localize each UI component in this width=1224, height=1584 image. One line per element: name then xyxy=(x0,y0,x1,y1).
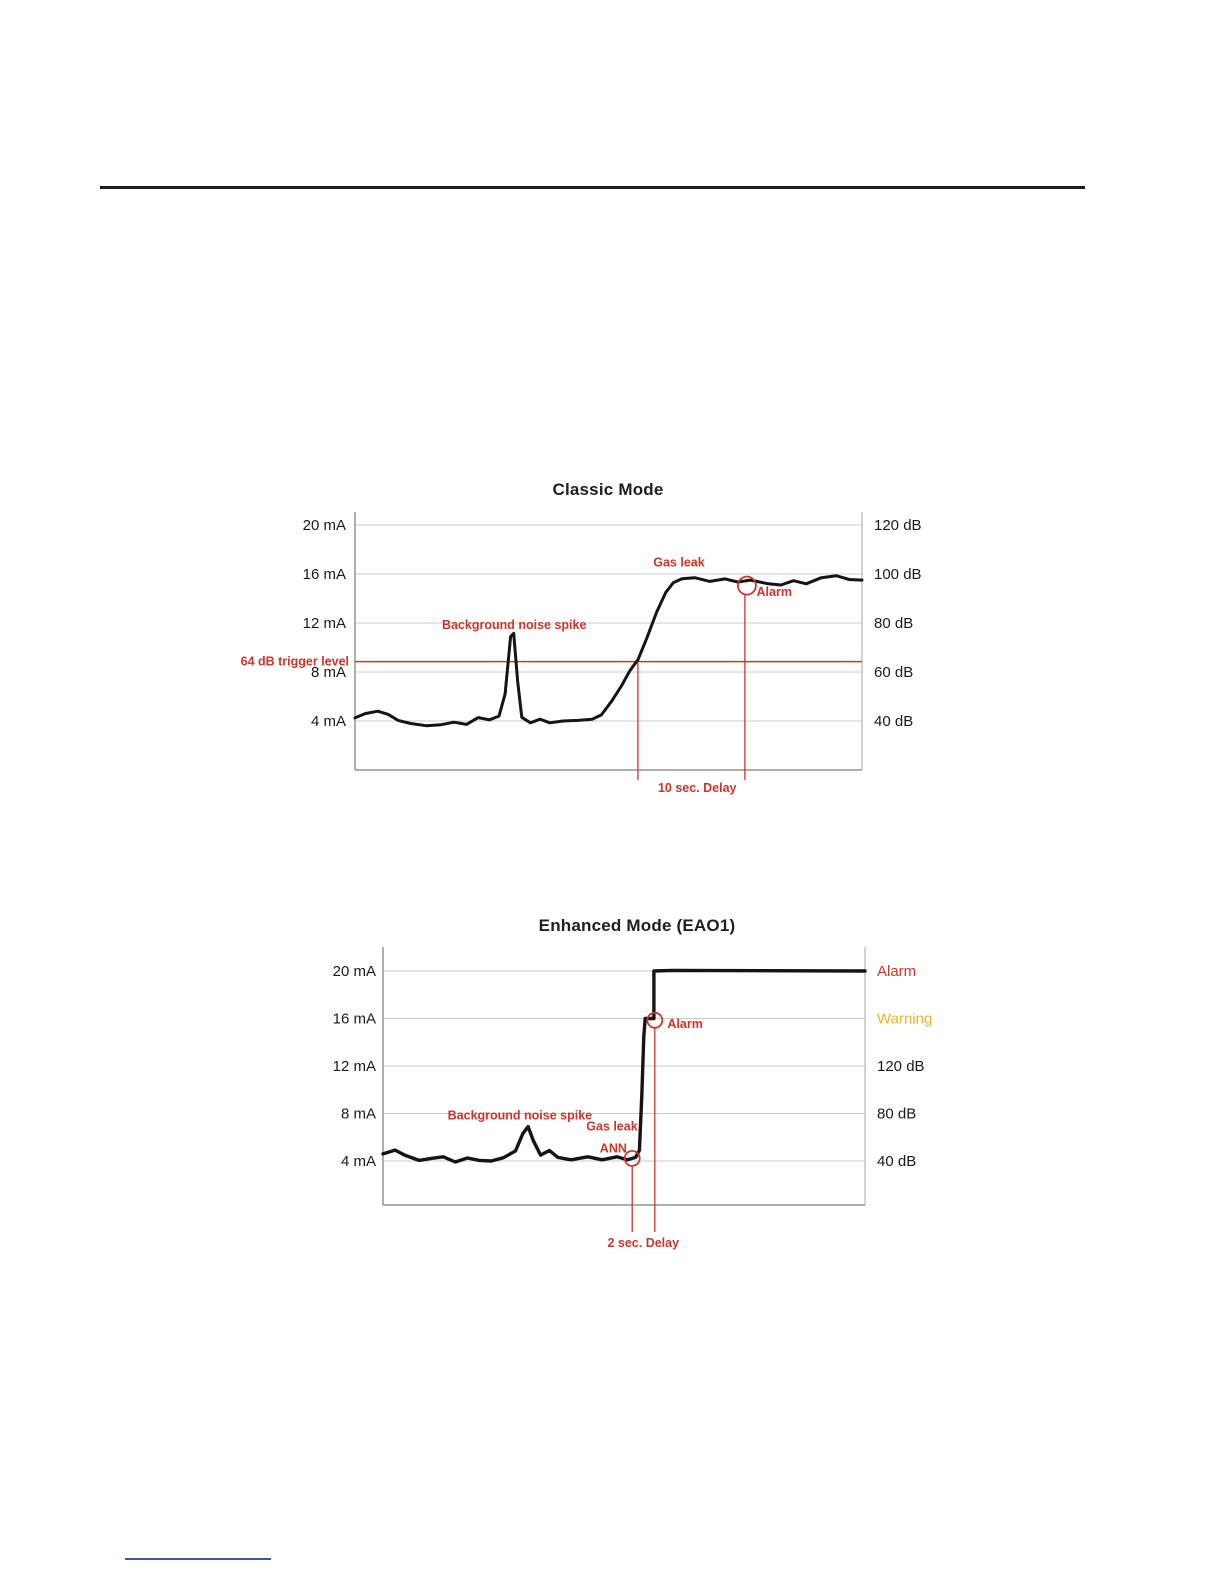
left-tick-label: 16 mA xyxy=(333,1011,376,1028)
gas-leak-label: Gas leak xyxy=(653,556,704,570)
series-sensor-output xyxy=(353,574,864,728)
delay-label: 10 sec. Delay xyxy=(658,781,737,795)
left-tick-label: 16 mA xyxy=(303,566,346,583)
enhanced-mode-title: Enhanced Mode (EAO1) xyxy=(538,916,736,935)
gas-leak-label: Gas leak xyxy=(586,1120,637,1134)
left-tick-label: 20 mA xyxy=(333,963,376,980)
alarm-label: Alarm xyxy=(757,585,792,599)
alarm-label: Alarm xyxy=(667,1017,702,1031)
left-tick-label: 4 mA xyxy=(341,1153,376,1170)
alarm-marker xyxy=(737,575,757,596)
delay-label: 2 sec. Delay xyxy=(607,1236,679,1250)
right-tick-label: 60 dB xyxy=(874,664,913,681)
right-tick-label: 120 dB xyxy=(877,1058,925,1075)
left-tick-label: 4 mA xyxy=(311,713,346,730)
right-tick-label: 40 dB xyxy=(874,713,913,730)
trigger-level-label: 64 dB trigger level xyxy=(241,655,349,669)
left-tick-label: 8 mA xyxy=(341,1106,376,1123)
right-tick-label: Warning xyxy=(877,1011,932,1028)
right-tick-label: 100 dB xyxy=(874,566,922,583)
right-tick-label: 40 dB xyxy=(877,1153,916,1170)
left-tick-label: 20 mA xyxy=(303,517,346,534)
footnote-rule xyxy=(125,1558,271,1560)
right-tick-label: 80 dB xyxy=(874,615,913,632)
right-tick-label: 120 dB xyxy=(874,517,922,534)
left-tick-label: 12 mA xyxy=(333,1058,376,1075)
ann-label: ANN xyxy=(600,1141,627,1155)
background-noise-spike-label: Background noise spike xyxy=(442,618,587,632)
ann-marker xyxy=(623,1150,641,1167)
left-tick-label: 8 mA xyxy=(311,664,346,681)
header-rule xyxy=(100,186,1085,189)
right-tick-label: 80 dB xyxy=(877,1106,916,1123)
background-noise-spike-label: Background noise spike xyxy=(448,1108,593,1122)
chart-2: 20 mA 16 mA 12 mA 8 mA 4 mA Alarm Warning 120 d… xyxy=(333,947,932,1250)
chart-1: 20 mA 16 mA 12 mA 8 mA 4 mA 120 dB 100 dB 80 dB… xyxy=(241,512,922,795)
left-tick-label: 12 mA xyxy=(303,615,346,632)
series-sensor-output xyxy=(381,968,867,1164)
classic-mode-title: Classic Mode xyxy=(552,480,664,499)
right-tick-label: Alarm xyxy=(877,963,916,980)
